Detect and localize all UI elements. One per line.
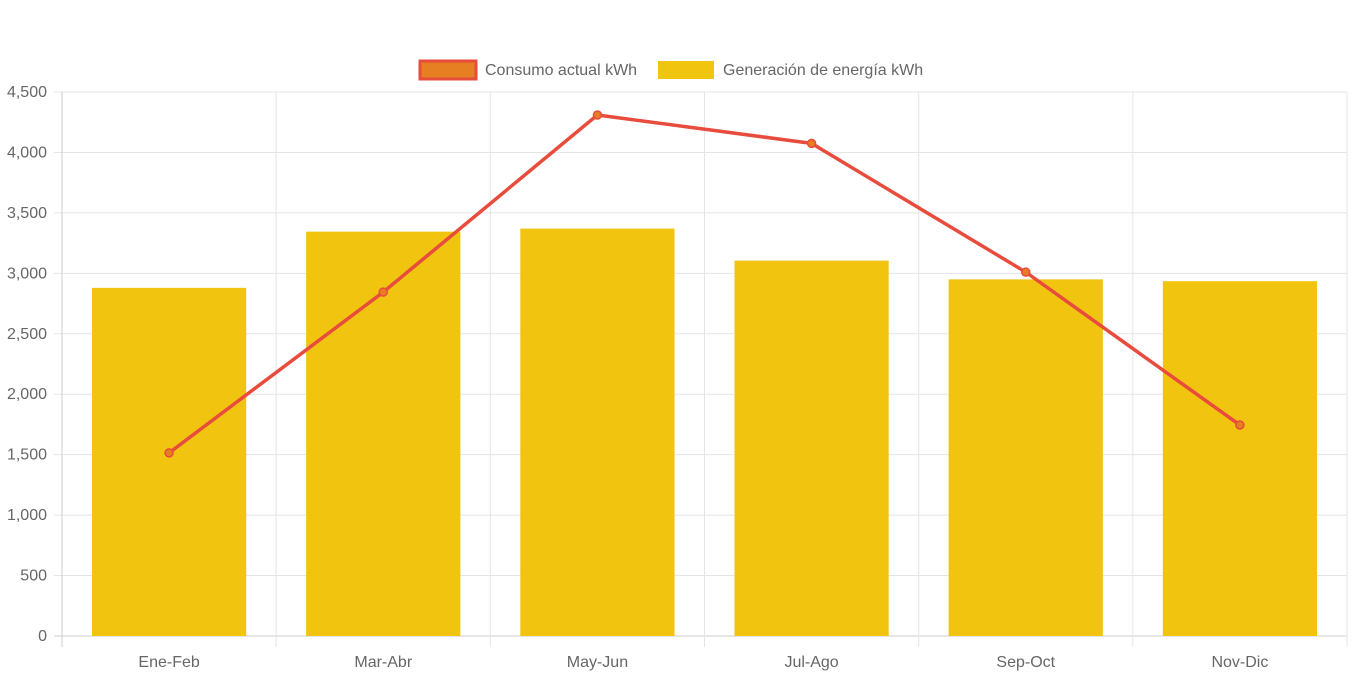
point-consumo-mar-abr[interactable] xyxy=(378,287,388,297)
legend: Consumo actual kWh Generación de energía… xyxy=(418,59,923,81)
legend-item-generacion[interactable]: Generación de energía kWh xyxy=(658,61,923,79)
y-tick-label: 0 xyxy=(38,628,47,645)
x-tick-label: Jul-Ago xyxy=(784,654,838,671)
legend-label-generacion: Generación de energía kWh xyxy=(723,62,923,79)
bar-generacion-jul-ago[interactable] xyxy=(734,260,889,636)
line-consumo xyxy=(168,113,1241,455)
point-consumo-jul-ago[interactable] xyxy=(806,138,817,149)
x-tick-label: Ene-Feb xyxy=(138,654,199,671)
y-tick-label: 1,500 xyxy=(7,447,47,464)
y-tick-label: 3,000 xyxy=(7,265,47,282)
x-axis: Ene-Feb Mar-Abr May-Jun Jul-Ago Sep-Oct Nov-D… xyxy=(138,654,1268,671)
y-axis: 0 500 1,000 1,500 2,000 2,500 3,000 3,500 4,000 4… xyxy=(7,84,47,645)
bar-generacion-may-jun[interactable] xyxy=(520,228,675,637)
grid-lines xyxy=(54,91,1348,647)
line-series xyxy=(164,110,1245,458)
y-tick-label: 4,500 xyxy=(7,84,47,101)
y-tick-label: 2,500 xyxy=(7,326,47,343)
point-consumo-sep-oct[interactable] xyxy=(1021,267,1031,277)
x-tick-label: May-Jun xyxy=(567,654,628,671)
legend-swatch-consumo xyxy=(418,59,478,81)
y-tick-label: 4,000 xyxy=(7,144,47,161)
bar-generacion-ene-feb[interactable] xyxy=(91,287,247,636)
bar-series xyxy=(91,228,1318,637)
y-tick-label: 2,000 xyxy=(7,386,47,403)
bar-generacion-nov-dic[interactable] xyxy=(1162,281,1318,636)
y-tick-label: 3,500 xyxy=(7,205,47,222)
point-consumo-ene-feb[interactable] xyxy=(164,448,174,458)
x-tick-label: Sep-Oct xyxy=(996,654,1055,671)
bar-generacion-mar-abr[interactable] xyxy=(306,231,461,637)
y-tick-label: 500 xyxy=(20,568,47,585)
legend-swatch-generacion xyxy=(658,61,714,79)
y-tick-label: 1,000 xyxy=(7,507,47,524)
bar-generacion-sep-oct[interactable] xyxy=(948,279,1103,636)
legend-label-consumo: Consumo actual kWh xyxy=(485,62,637,79)
legend-item-consumo[interactable]: Consumo actual kWh xyxy=(418,59,637,81)
x-tick-label: Mar-Abr xyxy=(354,654,412,671)
point-consumo-may-jun[interactable] xyxy=(592,110,603,120)
point-consumo-nov-dic[interactable] xyxy=(1235,420,1245,430)
x-tick-label: Nov-Dic xyxy=(1211,654,1268,671)
